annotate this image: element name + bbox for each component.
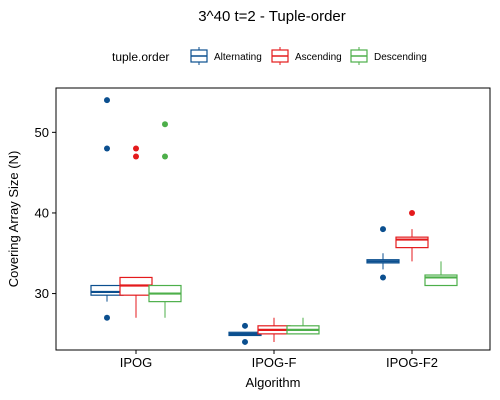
outlier-point	[409, 209, 415, 216]
x-tick-label: IPOG-F	[252, 355, 297, 370]
outlier-point	[380, 274, 386, 281]
x-axis-label: Algorithm	[246, 375, 301, 390]
x-tick-label: IPOG	[120, 355, 153, 370]
box-alternating-ipog-f	[228, 322, 262, 345]
outlier-point	[242, 322, 248, 329]
plot-panel	[55, 87, 491, 351]
y-axis: 30 40 50	[35, 125, 56, 301]
y-tick-label: 40	[35, 205, 49, 220]
box-plots	[90, 97, 458, 345]
outlier-point	[162, 121, 168, 128]
legend: tuple.order Alternating Ascending Descendi…	[112, 47, 427, 65]
x-tick-label: IPOG-F2	[386, 355, 438, 370]
outlier-point	[104, 97, 110, 104]
outlier-point	[133, 145, 139, 152]
legend-item-ascending: Ascending	[271, 47, 342, 65]
box-descending-ipog-f2	[424, 261, 458, 287]
y-tick-label: 30	[35, 286, 49, 301]
outlier-point	[162, 153, 168, 160]
legend-label: Ascending	[295, 52, 342, 63]
box-body	[90, 284, 124, 296]
y-axis-label: Covering Array Size (N)	[6, 151, 21, 288]
legend-label: Descending	[374, 52, 427, 63]
outlier-point	[380, 226, 386, 233]
legend-label: Alternating	[214, 52, 262, 63]
legend-item-alternating: Alternating	[190, 47, 262, 65]
outlier-point	[242, 338, 248, 345]
chart-title: 3^40 t=2 - Tuple-order	[198, 8, 346, 25]
box-body	[395, 236, 429, 249]
y-tick-label: 50	[35, 125, 49, 140]
box-descending-ipog-f	[286, 317, 320, 335]
outlier-point	[104, 314, 110, 321]
legend-item-descending: Descending	[350, 47, 427, 65]
box-ascending-ipog-f2	[395, 209, 429, 262]
box-ascending-ipog-f	[257, 317, 291, 342]
box-descending-ipog	[148, 121, 182, 318]
box-alternating-ipog	[90, 97, 124, 321]
x-axis: IPOG IPOG-F IPOG-F2	[120, 350, 438, 370]
outlier-point	[104, 145, 110, 152]
box-body	[424, 274, 458, 287]
box-alternating-ipog-f2	[366, 226, 400, 281]
outlier-point	[133, 153, 139, 160]
box-ascending-ipog	[119, 145, 153, 318]
legend-title: tuple.order	[112, 50, 169, 64]
